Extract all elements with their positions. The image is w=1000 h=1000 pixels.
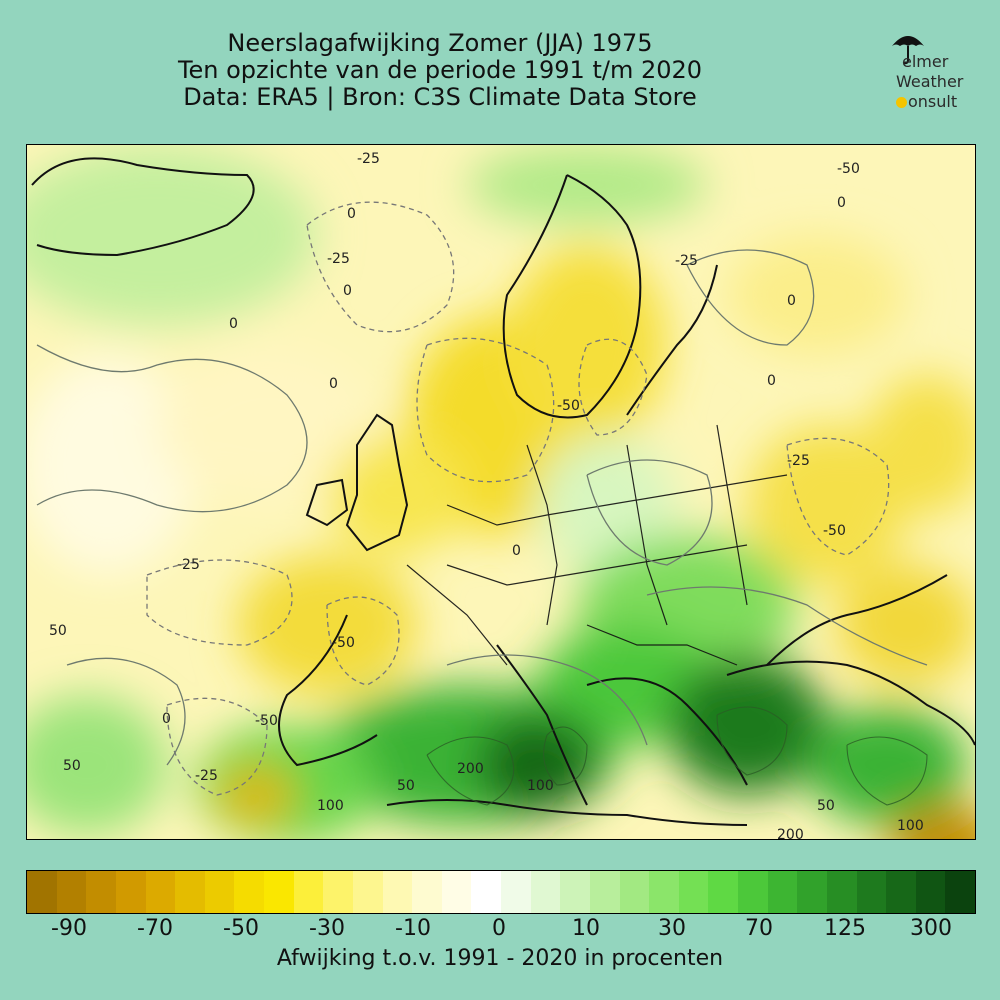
logo-line-1: elmer: [902, 52, 949, 71]
colorbar-segment: [115, 871, 146, 913]
colorbar-segment: [856, 871, 887, 913]
svg-text:-50: -50: [255, 713, 278, 729]
title-line-1: Neerslagafwijking Zomer (JJA) 1975: [227, 29, 653, 57]
sun-icon: [896, 97, 907, 108]
colorbar-segment: [323, 871, 353, 913]
colorbar-tick-label: 10: [572, 916, 600, 941]
colorbar-segment: [915, 871, 946, 913]
svg-text:-25: -25: [787, 453, 810, 469]
colorbar-segment: [145, 871, 176, 913]
colorbar-segment: [264, 871, 294, 913]
svg-text:50: 50: [817, 798, 835, 814]
colorbar-segment: [886, 871, 916, 913]
svg-text:0: 0: [837, 195, 846, 211]
colorbar-segment: [649, 871, 679, 913]
svg-text:0: 0: [229, 316, 238, 332]
colorbar-tick-label: 125: [824, 916, 866, 941]
svg-text:-50: -50: [823, 523, 846, 539]
svg-text:200: 200: [457, 761, 484, 777]
svg-text:100: 100: [527, 778, 554, 794]
map-canvas: -25 -25 -25 -25 0 0 0 0 0 0 0 0 -50 -50 …: [27, 145, 975, 839]
svg-text:200: 200: [777, 827, 804, 839]
svg-text:-25: -25: [675, 253, 698, 269]
colorbar-segment: [382, 871, 413, 913]
colorbar-segment: [293, 871, 324, 913]
contour-labels: -25 -25 -25 -25 0 0 0 0 0 0 0 0 -50 -50 …: [49, 151, 924, 839]
svg-text:0: 0: [787, 293, 796, 309]
colorbar-segment: [501, 871, 531, 913]
positive-contours: [426, 706, 928, 806]
svg-text:0: 0: [512, 543, 521, 559]
colorbar-segment: [352, 871, 383, 913]
logo-line-2: Weather: [896, 72, 964, 91]
colorbar: [26, 870, 976, 914]
colorbar-segment: [945, 871, 975, 913]
colorbar-segment: [678, 871, 709, 913]
colorbar-segment: [708, 871, 738, 913]
svg-text:50: 50: [397, 778, 415, 794]
svg-text:50: 50: [63, 758, 81, 774]
svg-text:-25: -25: [177, 557, 200, 573]
colorbar-segment: [86, 871, 116, 913]
colorbar-segment: [767, 871, 798, 913]
colorbar-segment: [619, 871, 650, 913]
colorbar-tick-label: -10: [395, 916, 431, 941]
colorbar-segment: [175, 871, 205, 913]
anomaly-field: [27, 145, 975, 839]
colorbar-segment: [412, 871, 442, 913]
svg-text:-50: -50: [332, 635, 355, 651]
svg-text:0: 0: [343, 283, 352, 299]
chart-title: Neerslagafwijking Zomer (JJA) 1975 Ten o…: [90, 30, 790, 111]
colorbar-tick-label: -50: [223, 916, 259, 941]
brand-logo: elmer Weather onsult: [886, 30, 986, 120]
colorbar-ticks: -90 -70 -50 -30 -10 0 10 30 70 125 300: [26, 916, 976, 946]
colorbar-segment: [56, 871, 87, 913]
colorbar-tick-label: -90: [51, 916, 87, 941]
colorbar-tick-label: 30: [658, 916, 686, 941]
colorbar-tick-label: -70: [137, 916, 173, 941]
title-line-3: Data: ERA5 | Bron: C3S Climate Data Stor…: [183, 83, 697, 111]
svg-text:50: 50: [49, 623, 67, 639]
colorbar-segment: [530, 871, 561, 913]
umbrella-icon: [892, 36, 924, 65]
negative-contours: [146, 201, 890, 796]
colorbar-segment: [738, 871, 768, 913]
colorbar-segment: [441, 871, 472, 913]
svg-text:-25: -25: [195, 768, 218, 784]
colorbar-segment: [826, 871, 857, 913]
title-line-2: Ten opzichte van de periode 1991 t/m 202…: [177, 56, 703, 84]
svg-text:-50: -50: [557, 398, 580, 414]
svg-text:0: 0: [767, 373, 776, 389]
svg-text:-50: -50: [837, 161, 860, 177]
colorbar-segment: [234, 871, 264, 913]
colorbar-label: Afwijking t.o.v. 1991 - 2020 in procente…: [276, 946, 724, 971]
colorbar-segment: [471, 871, 501, 913]
zero-contours: [36, 249, 928, 766]
logo-line-3: onsult: [896, 92, 957, 111]
svg-text:100: 100: [317, 798, 344, 814]
colorbar-tick-label: 0: [492, 916, 506, 941]
colorbar-tick-label: -30: [309, 916, 345, 941]
svg-text:-25: -25: [357, 151, 380, 167]
svg-text:-25: -25: [327, 251, 350, 267]
colorbar-segment: [560, 871, 590, 913]
colorbar-segment: [204, 871, 235, 913]
colorbar-segment: [589, 871, 620, 913]
colorbar-tick-label: 300: [910, 916, 952, 941]
svg-text:100: 100: [897, 818, 924, 834]
svg-text:0: 0: [162, 711, 171, 727]
svg-text:0: 0: [329, 376, 338, 392]
colorbar-segment: [797, 871, 827, 913]
precipitation-anomaly-map: -25 -25 -25 -25 0 0 0 0 0 0 0 0 -50 -50 …: [26, 144, 976, 840]
colorbar-tick-label: 70: [745, 916, 773, 941]
svg-text:0: 0: [347, 206, 356, 222]
borders: [406, 424, 788, 666]
colorbar-segment: [27, 871, 57, 913]
